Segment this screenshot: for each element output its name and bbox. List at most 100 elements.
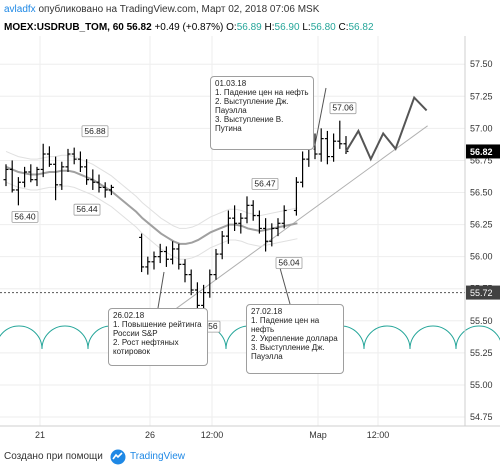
ohlc-bar (207, 269, 213, 298)
high-label: H: (264, 22, 275, 33)
ohlc-bar (182, 259, 188, 283)
price-scale-label: 57.00 (470, 123, 493, 133)
author-link[interactable]: avladfx (4, 4, 36, 15)
annotation-note-2602[interactable]: 26.02.18 1. Повышение рейтинга России S&… (108, 308, 208, 366)
ohlc-bar (34, 166, 40, 187)
callout-pointer (279, 267, 291, 305)
ohlc-bar (145, 256, 151, 275)
ohlc-bar (250, 200, 256, 221)
open-label: O: (226, 22, 237, 33)
ohlc-bar (46, 146, 52, 167)
publish-text: опубликовано на TradingView.com, Март 02… (38, 4, 320, 15)
ohlc-bar (281, 205, 287, 229)
ohlc-bar (102, 182, 108, 198)
last-price-bg (466, 144, 500, 159)
ohlc-bar (238, 213, 244, 234)
ohlc-bar (90, 169, 96, 190)
price-scale-label: 57.25 (470, 91, 493, 101)
close-label: C: (338, 22, 349, 33)
price-label-text: 57.06 (332, 103, 354, 113)
ohlc-bar (213, 248, 219, 280)
close-value: 56.82 (348, 22, 374, 33)
price-label-56.47: 56.47 (251, 177, 279, 190)
open-value: 56.89 (236, 22, 262, 33)
footer-credit: Создано при помощи (4, 451, 103, 462)
annotation-note-0103[interactable]: 01.03.18 1. Падение цен на нефть 2. Выст… (210, 76, 314, 150)
cycle-arc (409, 325, 457, 350)
ohlc-bar (40, 143, 46, 178)
ohlc-bar (65, 148, 71, 172)
price-scale-label: 55.00 (470, 380, 493, 390)
price-label-box (73, 203, 101, 216)
ohlc-bar (188, 269, 194, 296)
tradingview-brand[interactable]: TradingView (130, 451, 186, 462)
ohlc-bar (3, 164, 9, 187)
ohlc-bar (22, 166, 28, 188)
low-label: L: (302, 22, 311, 33)
callout-pointer (157, 271, 165, 309)
ohlc-bar (300, 151, 306, 188)
ohlc-bar (337, 120, 343, 149)
ohlc-bar (275, 218, 281, 237)
ohlc-bar (201, 284, 207, 311)
price-label-text: 56.44 (76, 204, 98, 214)
ohlc-bar (176, 243, 182, 270)
price-label-box (329, 102, 357, 115)
price-label-text: 56.47 (254, 178, 276, 188)
ohlc-bar (139, 233, 145, 273)
price-label-56.04: 56.04 (275, 257, 303, 269)
level-price-tag: 55.72 (466, 285, 500, 300)
price-label-text: 56.88 (84, 126, 106, 136)
ohlc-bar (318, 128, 324, 162)
time-scale-label: 26 (145, 430, 155, 440)
forecast-line[interactable] (345, 95, 428, 162)
ohlc-bar (324, 130, 330, 165)
price-scale-label: 55.50 (470, 316, 493, 326)
cycle-arc (363, 325, 411, 350)
ohlc-bar (157, 243, 163, 264)
price-scale-label: 56.25 (470, 220, 493, 230)
ohlc-bar (331, 133, 337, 162)
ohlc-bar (256, 210, 262, 234)
ohlc-bar (194, 282, 200, 314)
symbol-bar: MOEX:USDRUB_TOM, 60 56.82 +0.49 (+0.87%)… (4, 22, 374, 33)
ohlc-bar (163, 246, 169, 267)
forecast-path[interactable] (345, 95, 428, 162)
level-price-text: 55.72 (470, 288, 493, 298)
time-scale-label: Мар (309, 430, 327, 440)
cycle-arc (0, 325, 43, 350)
symbol-name[interactable]: MOEX:USDRUB_TOM, 60 (4, 22, 124, 33)
ohlc-values: O:56.89 H:56.90 L:56.80 C:56.82 (226, 22, 373, 33)
callout-pointer (313, 87, 327, 151)
ohlc-bar (170, 241, 176, 265)
price-scale-label: 56.00 (470, 252, 493, 262)
price-scale-label: 54.75 (470, 412, 493, 422)
time-scale-label: 12:00 (201, 430, 224, 440)
level-price-bg (466, 285, 500, 300)
price-change: +0.49 (+0.87%) (154, 22, 224, 33)
ohlc-bars (3, 120, 349, 314)
callout-lines (157, 87, 327, 309)
low-value: 56.80 (310, 22, 336, 33)
price-scale-label: 56.50 (470, 188, 493, 198)
ohlc-bar (71, 147, 77, 165)
ohlc-bar (108, 184, 114, 196)
ohlc-bar (9, 160, 15, 193)
last-price-text: 56.82 (470, 147, 493, 157)
price-scale-label: 55.25 (470, 348, 493, 358)
price-label-text: 56.04 (278, 258, 300, 268)
last-price-tag: 56.82 (466, 144, 500, 159)
annotation-note-2702[interactable]: 27.02.18 1. Падение цен на нефть 2. Укре… (246, 304, 344, 374)
price-label-text: 56.40 (14, 211, 36, 221)
time-scale[interactable]: 21 26 12:00 Мар 12:00 (35, 430, 389, 440)
ohlc-bar (232, 205, 238, 231)
ohlc-bar (15, 177, 21, 206)
high-value: 56.90 (274, 22, 300, 33)
ohlc-bar (77, 151, 83, 172)
ohlc-bar (28, 164, 34, 183)
price-label-56.88: 56.88 (81, 125, 109, 138)
moving-average-line (5, 165, 298, 245)
publish-info: avladfx опубликовано на TradingView.com,… (4, 4, 319, 15)
ohlc-bar (244, 196, 250, 224)
price-label-box (275, 257, 303, 269)
